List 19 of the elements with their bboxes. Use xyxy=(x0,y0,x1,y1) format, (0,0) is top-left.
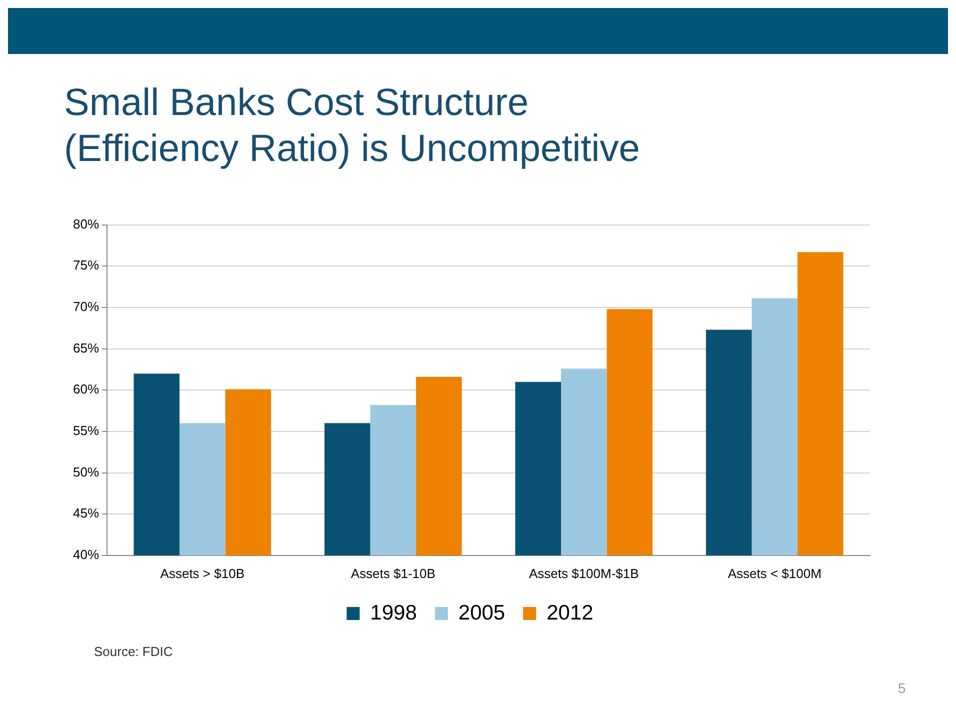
y-tick-label: 55% xyxy=(72,423,100,438)
y-tick-label: 65% xyxy=(72,340,100,356)
y-tick-label: 50% xyxy=(72,464,100,480)
text: 5 xyxy=(898,680,906,696)
x-tick-label: Assets < $100M xyxy=(728,566,822,581)
y-tick-label: 40% xyxy=(72,546,100,562)
legend-label: 2005 xyxy=(458,601,506,624)
y-tick-label: 80% xyxy=(72,216,100,232)
legend-label: 1998 xyxy=(370,601,417,624)
chart-title: Small Banks Cost Structure (Efficiency Ratio) is Uncompetitive xyxy=(64,81,640,172)
x-tick-label: Assets $1-10B xyxy=(350,566,436,581)
x-tick-label: Assets > $10B xyxy=(160,566,244,581)
y-tick-label: 70% xyxy=(72,299,100,314)
y-tick-label: 45% xyxy=(72,506,100,521)
source-note: Source: FDIC xyxy=(94,644,173,659)
x-tick-label: Assets $100M-$1B xyxy=(528,566,639,581)
y-tick-label: 75% xyxy=(72,258,100,273)
legend-label: 2012 xyxy=(546,601,594,624)
y-tick-label: 60% xyxy=(72,382,100,397)
